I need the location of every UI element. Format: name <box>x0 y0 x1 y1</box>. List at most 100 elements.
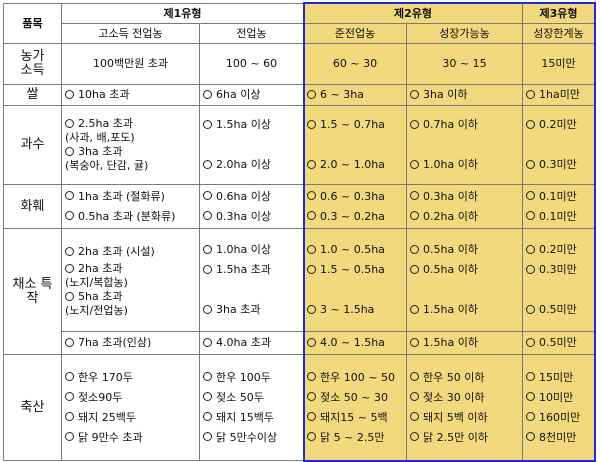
criterion-line: 2.0 ~ 1.0ha <box>307 155 403 175</box>
cell-type3-growth-limited: 15미만 10미만 160미만 8천미만 <box>522 354 595 461</box>
header-type2: 제2유형 <box>303 3 523 24</box>
subheader-growth-limited: 성장한계농 <box>522 23 595 44</box>
bullet-circle-icon <box>526 119 535 129</box>
bullet-circle-icon <box>203 304 212 314</box>
criterion-line: 젖소 50두 <box>203 388 300 408</box>
table-body: 농가 소득 100백만원 초과 100 ~ 60 60 ~ 30 30 ~ 15 15미만 쌀… <box>3 43 595 461</box>
bullet-circle-icon <box>307 159 316 169</box>
bullet-circle-icon <box>65 392 74 401</box>
bullet-circle-icon <box>307 412 316 421</box>
bullet-circle-icon <box>526 191 535 200</box>
bullet-circle-icon <box>526 211 535 220</box>
spacer <box>307 135 403 155</box>
criterion-line: 1.5 ~ 0.7ha <box>307 115 403 135</box>
criterion-line: 1.5ha 이하 <box>410 300 519 320</box>
cell-type2-growth-possible: 0.5ha 이하 0.5ha 이하 1.5ha 이하 <box>406 228 523 332</box>
bullet-circle-icon <box>307 432 316 441</box>
criterion-line: 0.3ha 이하 <box>410 187 519 207</box>
bullet-circle-icon <box>526 304 535 314</box>
cell-type2-growth-possible: 30 ~ 15 <box>406 43 523 85</box>
spacer <box>203 280 300 300</box>
bullet-circle-icon <box>203 211 212 220</box>
criterion-line: 1.0ha 이하 <box>410 155 519 175</box>
cell-type2-semi-fulltime: 60 ~ 30 <box>303 43 407 85</box>
table-row: 7ha 초과(인삼) 4.0ha 초과 4.0 ~ 1.5ha 1.5ha 이하 0.5… <box>4 331 595 355</box>
bullet-circle-icon <box>526 372 535 381</box>
bullet-circle-icon <box>65 337 74 347</box>
criterion-line: 4.0 ~ 1.5ha <box>307 333 403 353</box>
criterion-line: 0.1미만 <box>526 207 591 227</box>
criterion-line: 1.5ha 이상 <box>203 115 300 135</box>
bullet-circle-icon <box>65 146 74 156</box>
cell-type3-growth-limited: 15미만 <box>522 43 595 85</box>
bullet-circle-icon <box>307 244 316 254</box>
bullet-circle-icon <box>526 392 535 401</box>
bullet-circle-icon <box>65 191 74 200</box>
criterion-line: 1.5ha 이하 <box>410 333 519 353</box>
criterion-line: 3ha 초과 (복숭아, 단감, 귤) <box>65 145 149 172</box>
bullet-circle-icon <box>410 244 419 254</box>
criterion-line: 3ha 이하 <box>410 85 519 105</box>
header-item: 품목 <box>3 3 62 44</box>
cell-type2-semi-fulltime: 0.6 ~ 0.3ha 0.3 ~ 0.2ha <box>303 184 407 229</box>
criterion-line: 한우 50 이하 <box>410 368 519 388</box>
bullet-circle-icon <box>65 372 74 381</box>
bullet-circle-icon <box>410 264 419 274</box>
category-label: 농가 소득 <box>3 43 62 85</box>
criterion-line: 2ha 초과 (노지/복합농) <box>65 262 128 289</box>
bullet-circle-icon <box>65 211 74 220</box>
cell-type1-high-income: 10ha 초과 <box>61 84 200 106</box>
bullet-circle-icon <box>410 337 419 347</box>
bullet-circle-icon <box>203 119 212 129</box>
bullet-circle-icon <box>203 264 212 274</box>
criterion-line: 0.3미만 <box>526 260 591 280</box>
criterion-line: 1.5ha 초과 <box>203 260 300 280</box>
criterion-line: 0.5ha 이하 <box>410 260 519 280</box>
criterion-line: 100백만원 초과 <box>92 57 169 70</box>
criterion-line: 0.5미만 <box>526 333 591 353</box>
criterion-line: 2.0ha 이상 <box>203 155 300 175</box>
bullet-circle-icon <box>526 412 535 421</box>
criterion-line: 0.3ha 이상 <box>203 207 300 227</box>
criterion-line: 0.6ha 이상 <box>203 187 300 207</box>
bullet-circle-icon <box>410 211 419 220</box>
criterion-line: 2.5ha 초과 (사과, 배,포도) <box>65 117 135 144</box>
criterion-line: 0.3 ~ 0.2ha <box>307 207 403 227</box>
category-label: 과수 <box>3 105 62 185</box>
criterion-line: 한우 100두 <box>203 368 300 388</box>
criterion-line: 돼지15 ~ 5백 <box>307 408 403 428</box>
criterion-line: 1.0ha 이상 <box>203 240 300 260</box>
criterion-line: 0.5ha 이하 <box>410 240 519 260</box>
bullet-circle-icon <box>203 191 212 200</box>
criterion-line: 15미만 <box>541 57 576 70</box>
bullet-circle-icon <box>203 392 212 401</box>
criterion-line: 0.2ha 이하 <box>410 207 519 227</box>
criterion-line: 돼지 5백 이하 <box>410 408 519 428</box>
farm-type-classification-table: 품목 제1유형 제2유형 제3유형 고소득 전업농 전업농 준전업농 성장가능농… <box>3 3 595 461</box>
criterion-line: 0.5미만 <box>526 300 591 320</box>
bullet-circle-icon <box>203 337 212 347</box>
criterion-line: 8천미만 <box>526 428 591 448</box>
table-row: 쌀 10ha 초과 6ha 이상 6 ~ 3ha 3ha 이하 1ha미만 <box>3 84 595 106</box>
bullet-circle-icon <box>410 159 419 169</box>
criterion-line: 젖소 30 이하 <box>410 388 519 408</box>
subheader-growth-possible: 성장가능농 <box>406 23 523 44</box>
subheader-semi-fulltime: 준전업농 <box>303 23 407 44</box>
bullet-circle-icon <box>410 412 419 421</box>
bullet-circle-icon <box>526 244 535 254</box>
classification-table-wrapper: 품목 제1유형 제2유형 제3유형 고소득 전업농 전업농 준전업농 성장가능농… <box>3 2 596 462</box>
bullet-circle-icon <box>65 118 74 128</box>
cell-type3-growth-limited: 0.5미만 <box>522 331 595 355</box>
cell-type1-high-income: 한우 170두 젖소90두 돼지 25백두 닭 9만수 초과 <box>61 354 200 461</box>
table-row: 농가 소득 100백만원 초과 100 ~ 60 60 ~ 30 30 ~ 15 15미만 <box>3 43 595 85</box>
criterion-line: 1.0 ~ 0.5ha <box>307 240 403 260</box>
criterion-line: 1ha 초과 (절화류) <box>65 187 196 207</box>
bullet-circle-icon <box>526 89 535 99</box>
criterion-line: 3 ~ 1.5ha <box>307 300 403 320</box>
bullet-circle-icon <box>526 159 535 169</box>
bullet-circle-icon <box>65 263 74 273</box>
table-row: 화훼 1ha 초과 (절화류) 0.5ha 초과 (분화류) 0.6ha 이상 0.3h… <box>3 184 595 229</box>
cell-type2-growth-possible: 3ha 이하 <box>406 84 523 106</box>
criterion-line: 돼지 25백두 <box>65 408 196 428</box>
